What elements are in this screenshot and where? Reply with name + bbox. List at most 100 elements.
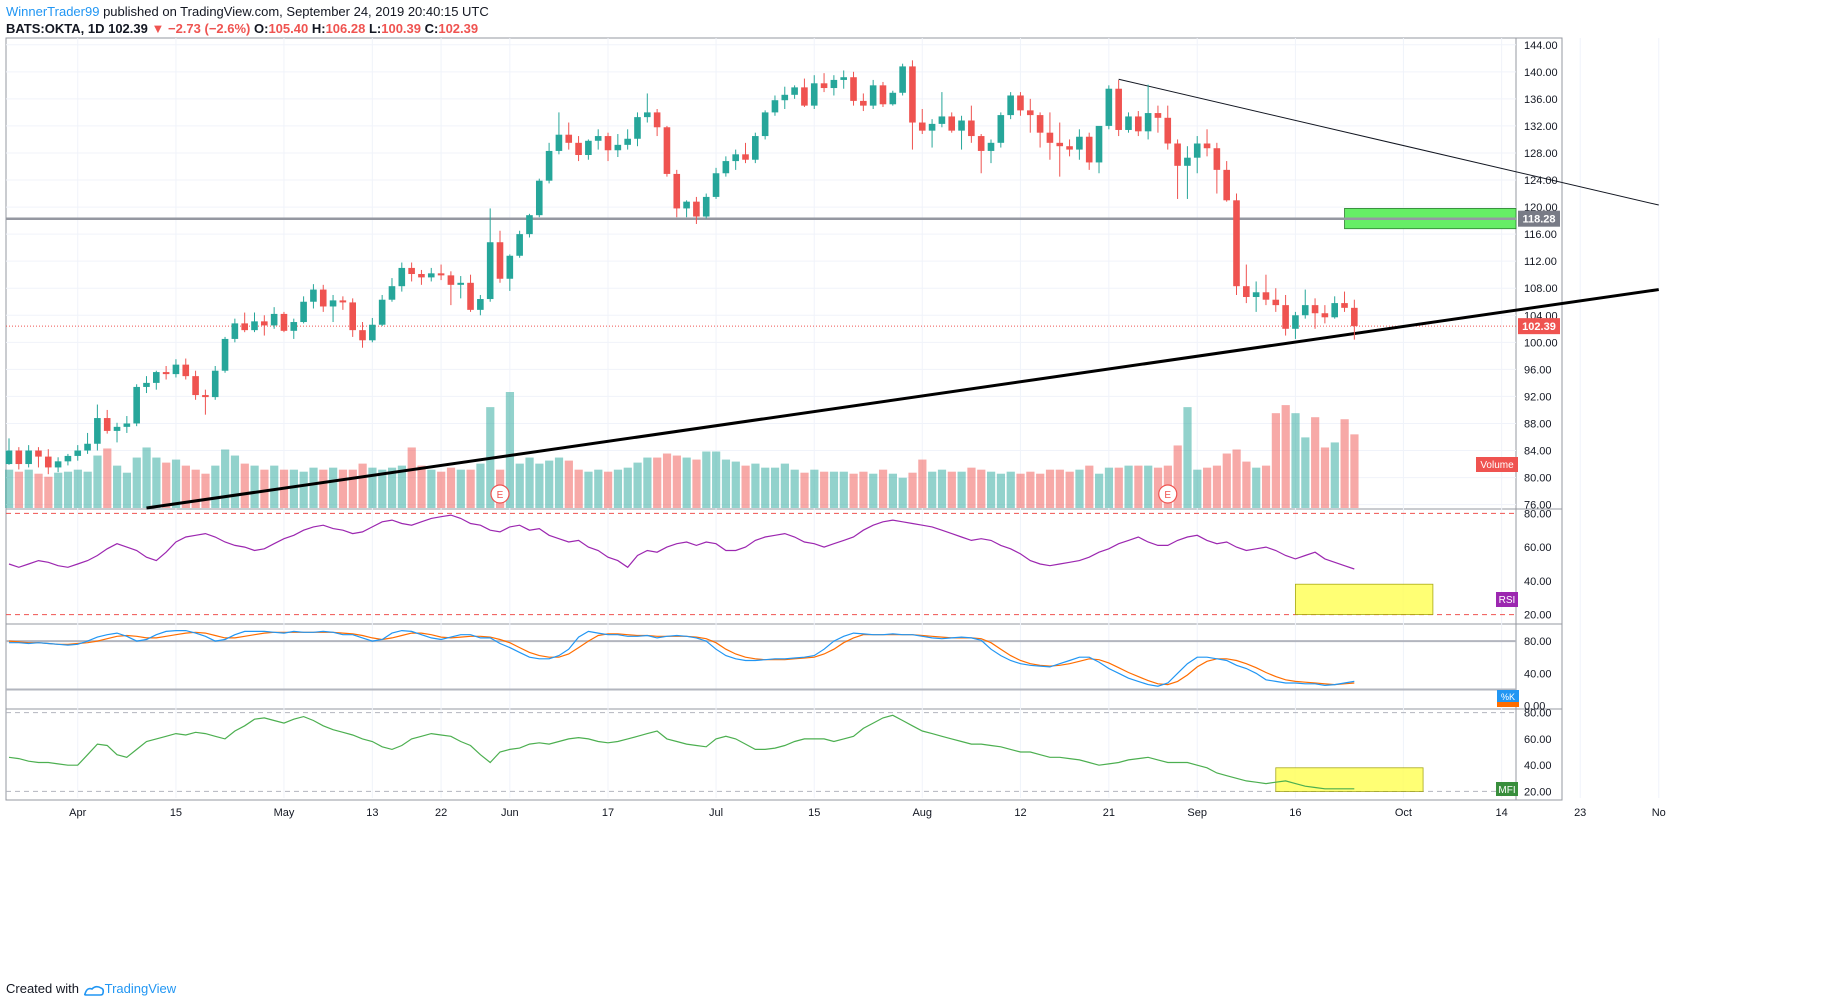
volume-bar [299,471,308,508]
volume-bar [456,469,465,508]
candle-body [575,142,582,155]
volume-bar [378,469,387,508]
indicator-tick-label: 20.00 [1524,786,1552,798]
price-tick-label: 140.00 [1524,67,1558,79]
author-link[interactable]: WinnerTrader99 [6,4,100,19]
rsi-line [8,514,1355,570]
volume-bar [1085,465,1094,508]
candle-body [928,123,936,131]
candle-body [1193,143,1201,158]
candle-body [516,234,523,256]
candle-body [251,321,258,331]
volume-bar [1350,434,1359,508]
published-text: published on TradingView.com, September … [103,4,489,19]
indicator-tick-label: 60.00 [1524,734,1552,746]
volume-bar [417,465,426,508]
time-tick-label: No [1652,807,1666,819]
volume-bar [1291,413,1300,508]
candle-body [968,120,975,137]
volume-bar [73,469,82,508]
volume-bar [83,471,92,508]
candle-body [1164,117,1172,144]
candle-body [683,201,690,209]
candle-body [310,289,317,302]
volume-bar [221,449,230,508]
candle-body [918,122,926,131]
volume-bar [329,467,338,508]
volume-bar [1055,469,1064,508]
candle-body [693,201,700,217]
candle-body [1076,136,1083,150]
volume-bar [721,459,731,508]
candle-body [54,461,62,468]
candle-body [84,443,91,451]
volume-bar [790,469,799,508]
volume-bar [1311,417,1320,508]
volume-bar [770,467,780,508]
candle-body [437,273,445,276]
candle-body [192,376,199,396]
candle-body [1184,157,1191,166]
candle-body [447,275,455,285]
candle-body [909,66,916,123]
volume-bar [594,469,603,508]
volume-bar [1104,467,1114,508]
candle-body [418,274,425,278]
volume-bar [181,465,190,508]
candle-body [1154,113,1162,118]
candle-body [850,77,857,101]
candle-body [1292,315,1299,329]
earnings-marker-label: E [1164,490,1171,501]
volume-bar [829,471,839,508]
candle-body [5,450,13,465]
volume-bar [1301,437,1310,508]
volume-bar [1340,419,1349,508]
volume-bar [191,469,200,508]
candle-body [977,136,985,151]
volume-bar [505,392,515,508]
volume-bar [1026,471,1035,508]
indicator-tick-label: 40.00 [1524,760,1552,772]
volume-bar [113,465,122,508]
time-tick-label: Aug [912,807,932,819]
chart-border [5,37,1563,801]
volume-bar [63,471,73,508]
tradingview-logo-icon [83,985,104,996]
indicator-tick-label: 80.00 [1524,708,1552,720]
volume-bar [260,469,269,508]
candle-body [545,150,553,181]
volume-bar [1036,473,1045,508]
volume-bar [554,457,564,508]
time-axis: Apr 15 May 13 22 Jun 17 Jul 15 Aug 12 21 Sep 16 Oct 14 2… [69,807,1666,819]
price-tick-label: 132.00 [1524,121,1558,133]
candle-body [270,313,278,326]
tradingview-brand-link[interactable]: TradingView [104,981,177,996]
price-tick-label: 144.00 [1524,40,1558,52]
candle-body [427,273,435,278]
candle-body [339,300,347,303]
candle-body [1213,148,1221,170]
candle-body [781,94,789,101]
volume-bar [545,460,554,508]
volume-bar [515,463,524,508]
candle-body [614,144,622,151]
indicator-tick-label: 80.00 [1524,636,1552,648]
candle-body [359,330,366,341]
open-value: 105.40 [268,21,309,36]
volume-bar [878,469,888,508]
volume-bar [662,453,672,508]
candle-body [398,267,406,287]
price-axis: 144.00140.00136.00132.00128.00124.00120.… [1476,40,1560,512]
volume-bar [171,459,181,508]
volume-bar [1212,465,1222,508]
candle-body [840,77,847,80]
candle-body [761,112,769,137]
grid-lines [6,38,1660,798]
price-tick-label: 124.00 [1524,175,1558,187]
candle-body [1144,113,1152,132]
candle-body [673,173,681,209]
candle-body [74,450,82,456]
indicator-highlight-box [1295,583,1434,615]
indicator-tick-label: 20.00 [1524,610,1552,622]
